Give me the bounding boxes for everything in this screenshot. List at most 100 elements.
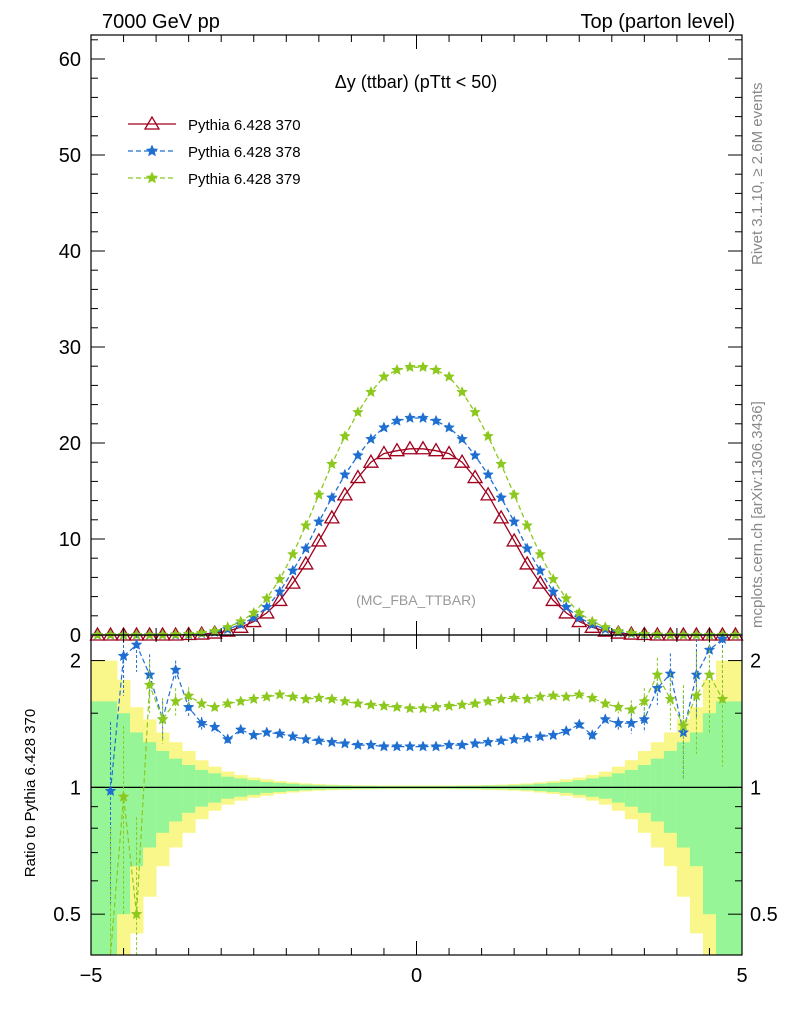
band-inner [663,750,678,833]
main-point-1-29 [469,449,481,461]
main-point-2-38 [586,615,599,627]
main-point-1-14 [273,585,286,597]
main-point-0-35 [545,592,562,607]
ratio-point-1-23 [404,702,416,714]
main-point-1-13 [260,601,273,613]
main-point-2-9 [208,625,221,637]
main-point-1-26 [430,414,442,426]
main-point-2-17 [312,488,325,500]
main-point-0-33 [519,555,536,570]
ratio-point-1-15 [299,692,312,705]
main-point-2-26 [430,363,442,376]
main-point-1-25 [417,411,429,424]
main-point-0-34 [532,574,549,589]
ratio-point-0-30 [495,734,508,746]
main-point-0-39 [597,622,614,637]
main-point-2-32 [508,488,521,500]
ratio-point-0-17 [325,736,338,748]
main-point-1-32 [508,515,521,527]
main-point-1-36 [560,601,573,613]
ratio-point-1-11 [247,692,260,705]
ratio-point-1-21 [378,699,390,712]
xtick-label: 0 [411,965,422,987]
main-point-1-19 [339,468,351,480]
xtick-label: 5 [736,965,747,987]
main-point-0-16 [297,555,314,570]
main-point-1-27 [443,421,455,433]
mcplots-label: mcplots.cern.ch [arXiv:1306.3436] [749,401,766,628]
ratio-point-0-14 [286,730,299,742]
ratio-point-1-14 [286,690,299,702]
main-point-2-27 [443,370,455,382]
ratio-point-0-26 [443,738,455,751]
main-point-0-20 [349,469,367,484]
ratio-point-1-29 [482,695,494,707]
ratio-point-1-25 [430,701,442,713]
main-point-2-18 [325,457,338,470]
header-right: Top (parton level) [580,11,735,33]
ratio-point-1-6 [182,689,195,701]
main-point-2-36 [560,592,573,604]
main-point-0-10 [219,622,236,637]
ratio-point-1-16 [312,691,325,703]
main-point-1-22 [378,421,390,433]
legend-label-2: Pythia 6.428 379 [188,171,301,188]
main-point-2-24 [404,361,416,373]
main-point-2-14 [273,573,286,585]
main-point-2-6 [169,628,182,640]
ratio-point-0-8 [208,720,221,733]
main-point-0-30 [479,486,497,501]
band-inner [715,701,730,955]
ratio-point-0-33 [534,730,547,742]
ratio-point-1-20 [365,698,377,710]
ratio-point-0-34 [547,729,560,741]
ratio-panel: 0.5 0.5 1 1 2 2 −5 0 5 Ratio to Pythia 6.428 370 [22,632,778,987]
ratio-point-0-35 [560,724,573,737]
main-point-0-32 [506,532,523,547]
band-inner [130,732,144,867]
main-point-1-35 [547,585,560,597]
ratio-point-1-27 [456,698,468,710]
main-point-2-29 [469,406,481,418]
main-point-2-28 [456,385,468,398]
main-point-2-23 [391,363,403,376]
ratio-point-0-22 [391,740,403,752]
ratio-point-0-12 [260,726,273,738]
main-point-2-37 [573,606,586,618]
ratio-point-0-2 [130,638,143,650]
main-point-2-16 [299,519,312,531]
ratio-point-1-8 [208,701,221,713]
ratio-point-0-6 [182,701,195,713]
main-point-1-28 [456,433,468,445]
ratio-point-1-43 [664,692,677,705]
ratio-ytick-label-right: 2 [750,651,761,673]
ratio-point-1-41 [638,695,651,707]
main-ytick-label: 40 [59,241,81,263]
ratio-point-1-35 [560,690,573,702]
main-point-2-31 [495,457,508,470]
ratio-point-0-41 [638,713,651,725]
ratio-point-1-24 [417,702,429,714]
main-ytick-label: 60 [59,49,81,71]
ratio-point-1-10 [234,695,247,707]
ratio-point-0-0 [104,784,117,797]
rivet-label: Rivet 3.1.10, ≥ 2.6M events [749,83,766,266]
main-point-2-39 [599,621,612,633]
main-point-0-22 [375,445,393,460]
ratio-point-1-40 [625,703,638,715]
ratio-point-1-18 [339,695,351,707]
ratio-ytick-label-right: 1 [750,777,761,799]
ratio-series-layer [104,632,729,956]
ratio-point-1-3 [143,678,156,690]
ratio-point-0-40 [625,717,638,729]
main-title: Δy (ttbar) (pTtt < 50) [335,72,498,92]
ratio-point-1-38 [599,697,612,709]
main-point-1-24 [404,411,416,424]
ratio-y-axis-label: Ratio to Pythia 6.428 370 [22,709,39,877]
main-point-0-28 [453,453,471,468]
ratio-ytick-label-left: 2 [70,651,81,673]
ratio-point-1-5 [169,695,182,707]
ratio-point-1-26 [443,699,455,712]
ratio-point-1-9 [221,697,234,709]
